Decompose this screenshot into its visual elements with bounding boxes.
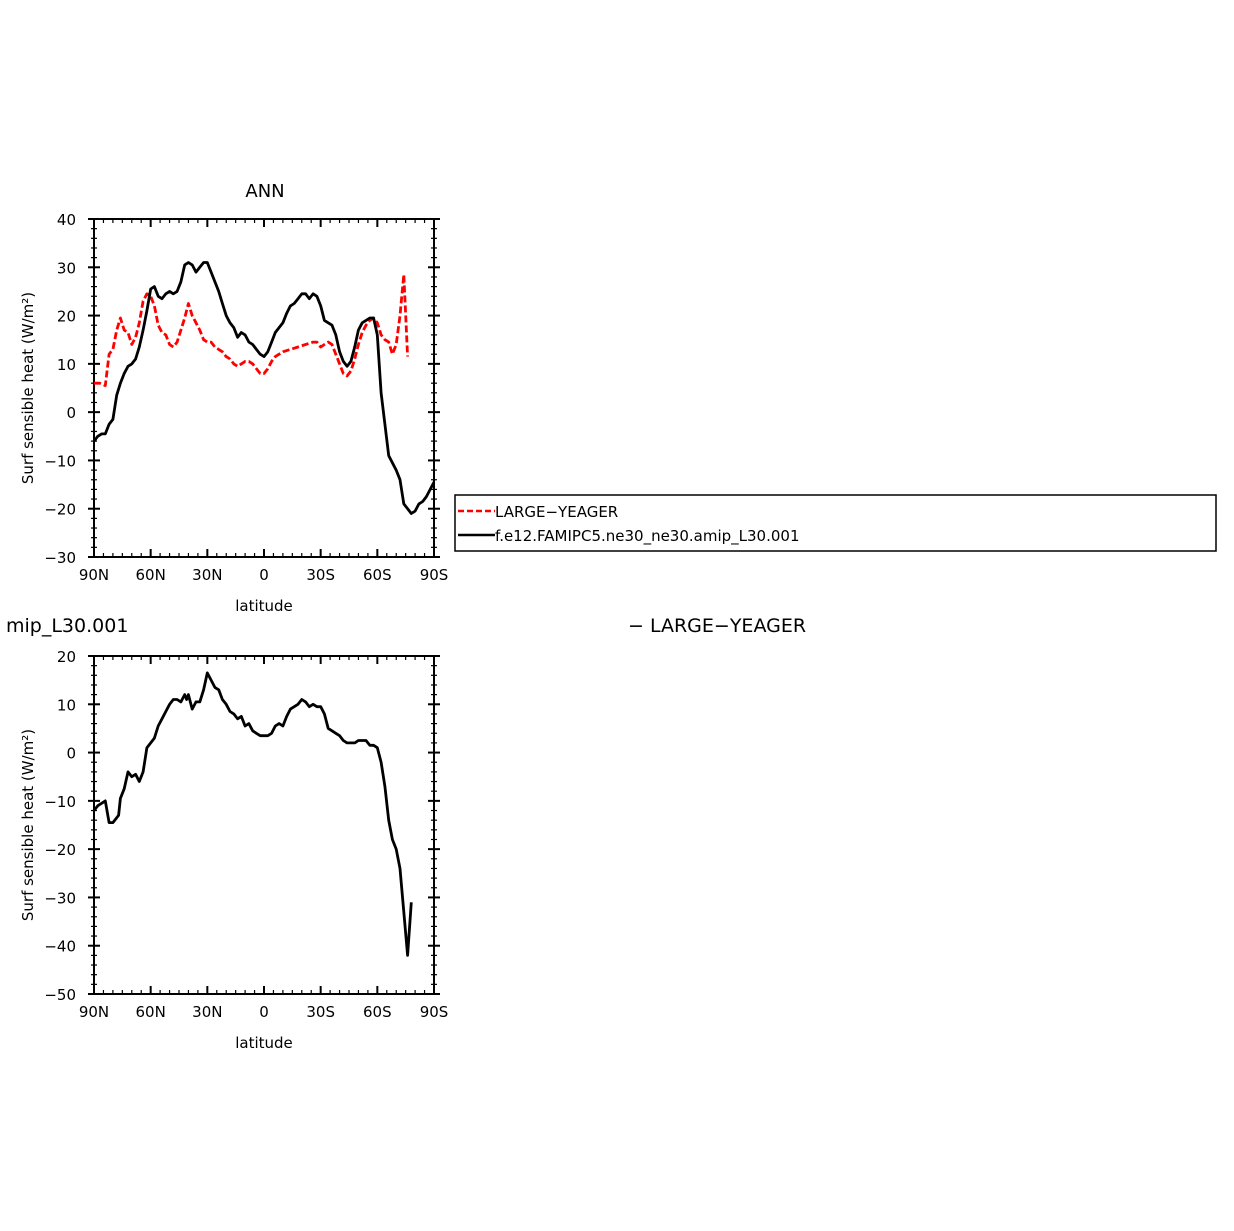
bottom-panel: mip_L30.001 − LARGE−YEAGER 90N 60N 30N 0 30S… xyxy=(6,615,806,1052)
x-tick-label: 90N xyxy=(79,1003,109,1021)
y-tick-label: 30 xyxy=(57,259,76,277)
x-tick-label: 30S xyxy=(306,566,335,584)
y-tick-label: 0 xyxy=(66,404,76,422)
top-title: ANN xyxy=(245,181,284,202)
x-tick-label: 30N xyxy=(192,566,222,584)
bottom-plot-frame xyxy=(93,655,435,995)
x-tick-label: 30N xyxy=(192,1003,222,1021)
bottom-legend-entry: − LARGE−YEAGER xyxy=(628,615,806,637)
top-x-axis-label: latitude xyxy=(235,597,293,615)
bottom-ticks xyxy=(88,655,440,995)
y-tick-label: 10 xyxy=(57,696,76,714)
bottom-title: mip_L30.001 xyxy=(6,615,128,637)
x-tick-label: 60S xyxy=(363,566,392,584)
y-tick-label: −40 xyxy=(44,938,76,956)
x-tick-label: 90N xyxy=(79,566,109,584)
x-tick-label: 0 xyxy=(259,566,269,584)
series-line-0-0 xyxy=(94,273,409,388)
y-tick-label: −10 xyxy=(44,452,76,470)
top-x-tick-labels: 90N 60N 30N 0 30S 60S 90S xyxy=(79,566,448,584)
legend-entry-large-yeager: LARGE−YEAGER xyxy=(495,503,618,521)
x-tick-label: 0 xyxy=(259,1003,269,1021)
y-tick-label: 20 xyxy=(57,648,76,666)
series-line-1-0 xyxy=(92,671,413,957)
top-plot-frame xyxy=(93,218,435,558)
x-tick-label: 30S xyxy=(306,1003,335,1021)
top-series-layer xyxy=(92,261,436,515)
top-legend: LARGE−YEAGER f.e12.FAMIPC5.ne30_ne30.ami… xyxy=(454,494,1217,552)
y-tick-label: 0 xyxy=(66,745,76,763)
x-tick-label: 60N xyxy=(136,1003,166,1021)
y-tick-label: −20 xyxy=(44,501,76,519)
y-tick-label: 40 xyxy=(57,211,76,229)
top-y-axis-label: Surf sensible heat (W/m²) xyxy=(19,292,37,484)
bottom-x-axis-label: latitude xyxy=(235,1034,293,1052)
y-tick-label: 10 xyxy=(57,356,76,374)
x-tick-label: 90S xyxy=(420,1003,449,1021)
y-tick-label: −10 xyxy=(44,793,76,811)
top-y-tick-labels: −30 −20 −10 0 10 20 30 40 xyxy=(44,211,76,567)
series-line-0-1 xyxy=(92,261,436,515)
bottom-y-axis-label: Surf sensible heat (W/m²) xyxy=(19,729,37,921)
bottom-series-layer xyxy=(92,671,413,957)
y-tick-label: −30 xyxy=(44,889,76,907)
y-tick-label: −50 xyxy=(44,986,76,1004)
y-tick-label: −30 xyxy=(44,549,76,567)
top-panel: ANN 90N 60N 30N 0 30S 60S 90S −30 −20 −10 0 10 20 30… xyxy=(19,181,1217,615)
y-tick-label: 20 xyxy=(57,308,76,326)
y-tick-label: −20 xyxy=(44,841,76,859)
x-tick-label: 60S xyxy=(363,1003,392,1021)
x-tick-label: 90S xyxy=(420,566,449,584)
x-tick-label: 60N xyxy=(136,566,166,584)
legend-entry-model: f.e12.FAMIPC5.ne30_ne30.amip_L30.001 xyxy=(495,527,800,546)
legend-box xyxy=(454,494,1217,552)
top-ticks xyxy=(88,218,440,558)
bottom-x-tick-labels: 90N 60N 30N 0 30S 60S 90S xyxy=(79,1003,448,1021)
bottom-y-tick-labels: −50 −40 −30 −20 −10 0 10 20 xyxy=(44,648,76,1004)
